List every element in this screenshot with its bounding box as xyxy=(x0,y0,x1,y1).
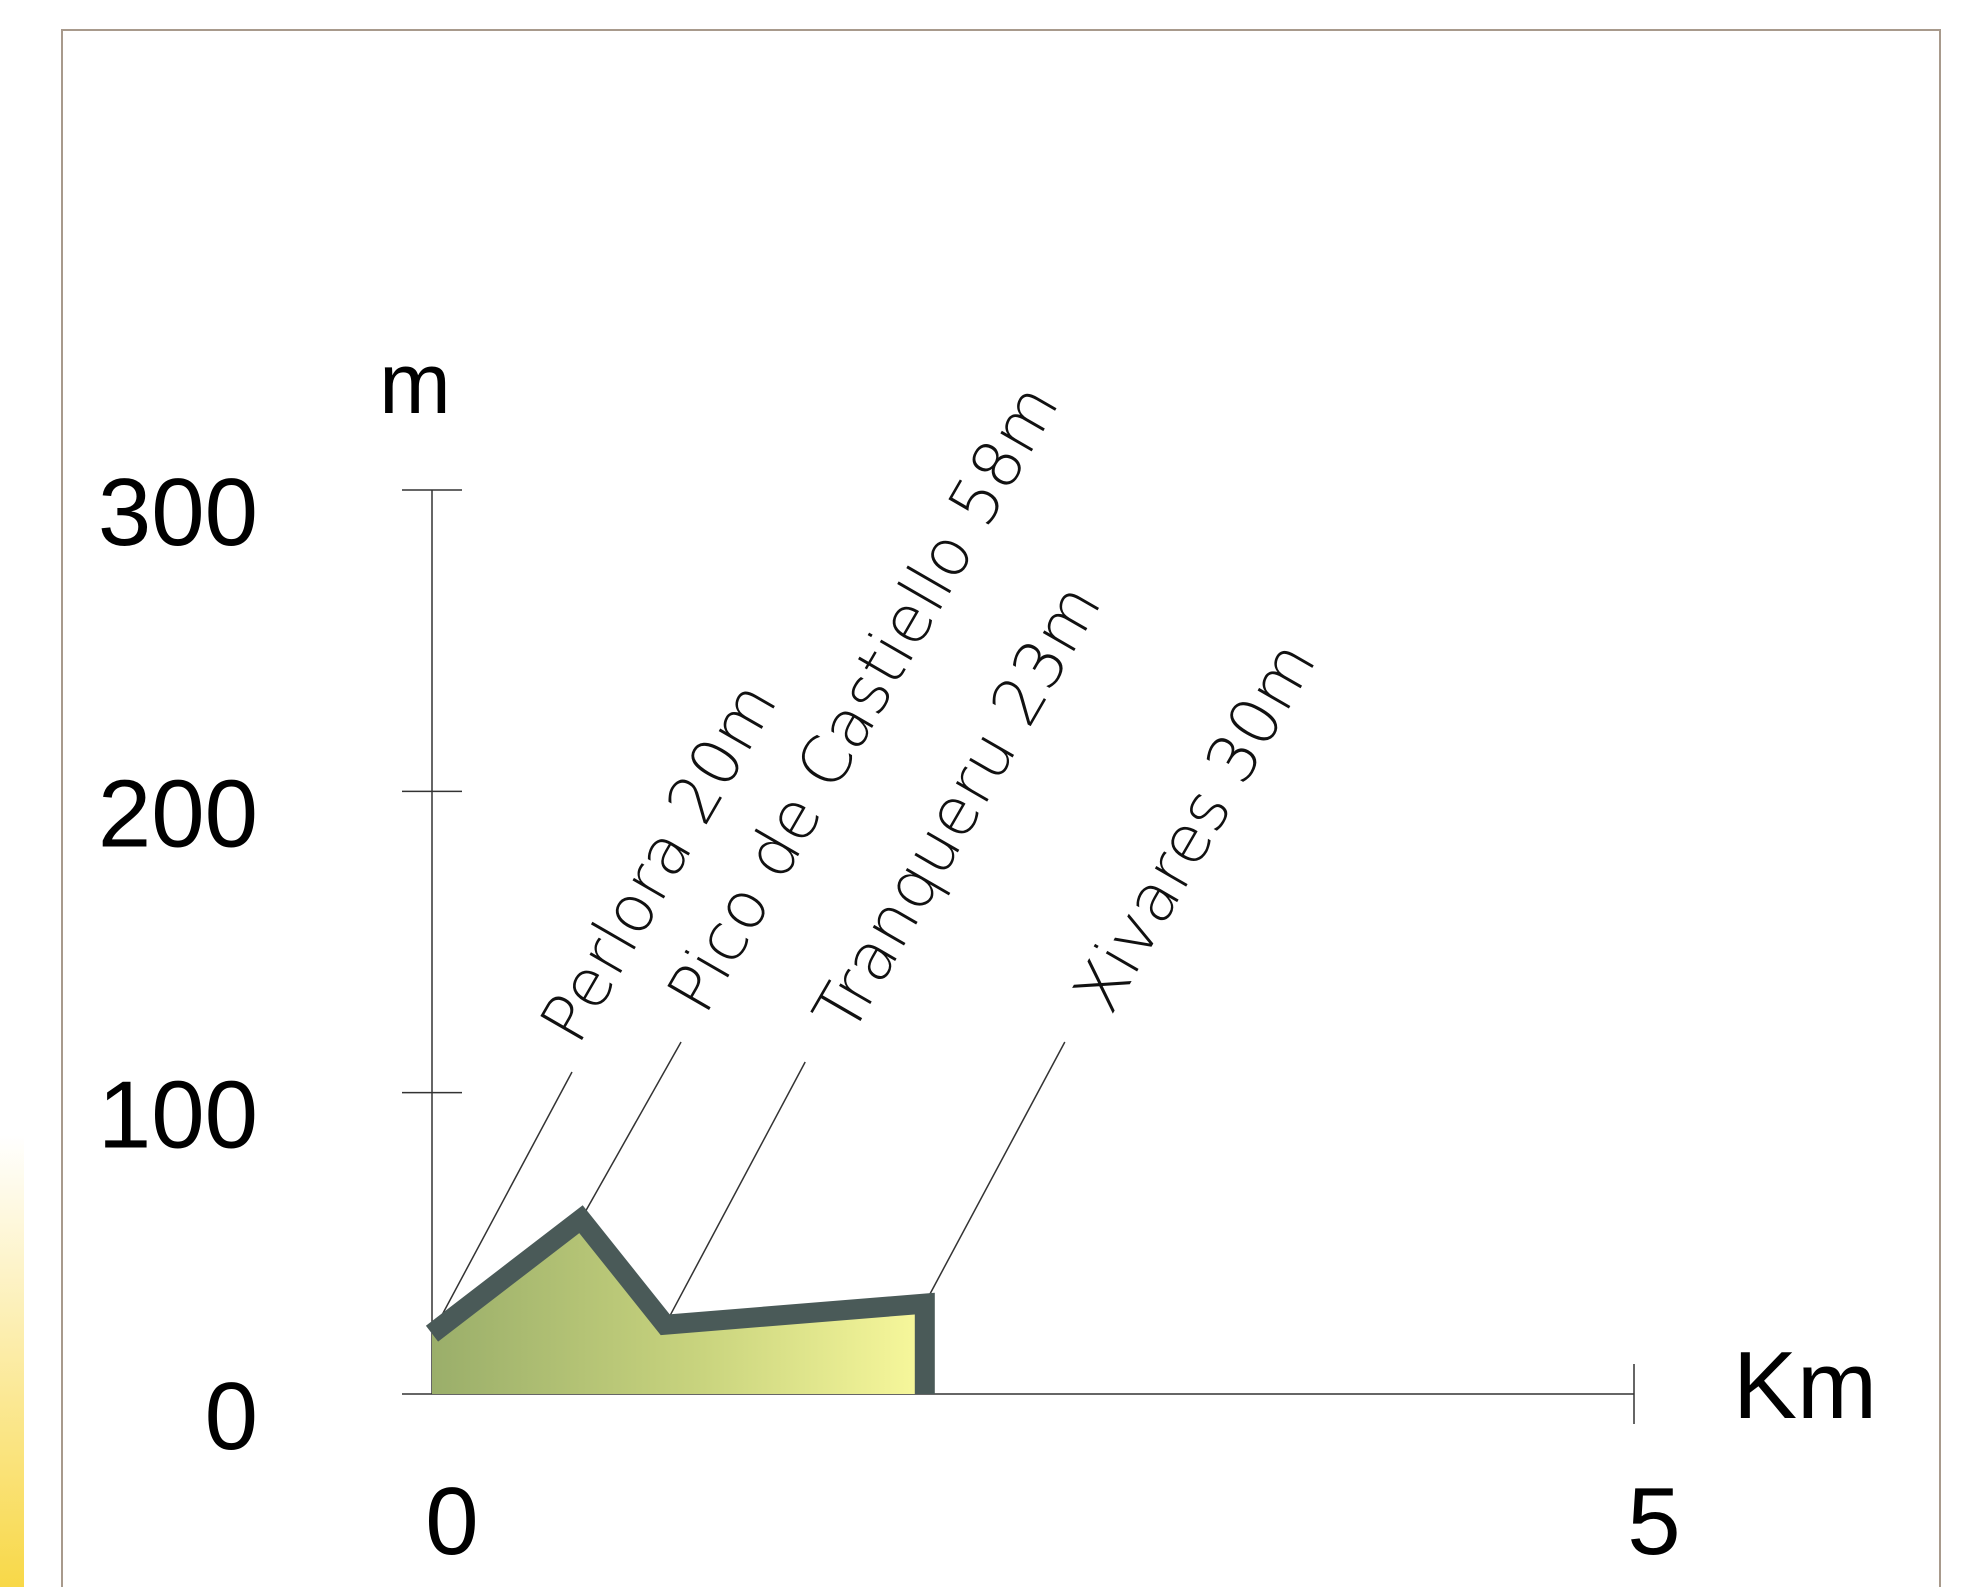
y-axis-label: m xyxy=(379,336,451,432)
y-tick-label: 300 xyxy=(98,459,258,566)
x-tick-label: 5 xyxy=(1627,1468,1680,1575)
peak-leader-line xyxy=(664,1061,806,1326)
profile-area xyxy=(432,1219,925,1394)
side-strip xyxy=(0,1135,24,1587)
y-tick-label: 100 xyxy=(98,1062,258,1169)
y-axis: 0 100 200 300 xyxy=(98,459,462,1470)
peak-leader-line xyxy=(580,1041,682,1220)
y-tick-label: 0 xyxy=(205,1363,258,1470)
x-axis-label: Km xyxy=(1733,1332,1877,1439)
profile-outline xyxy=(425,1205,935,1394)
peak-leader-line xyxy=(431,1071,573,1335)
y-tick-label: 200 xyxy=(98,760,258,867)
peak-label: Xivares 30m xyxy=(1058,629,1331,1025)
chart-frame xyxy=(61,29,1941,1587)
peak-leader-line xyxy=(924,1041,1066,1304)
x-tick-label: 0 xyxy=(425,1468,478,1575)
